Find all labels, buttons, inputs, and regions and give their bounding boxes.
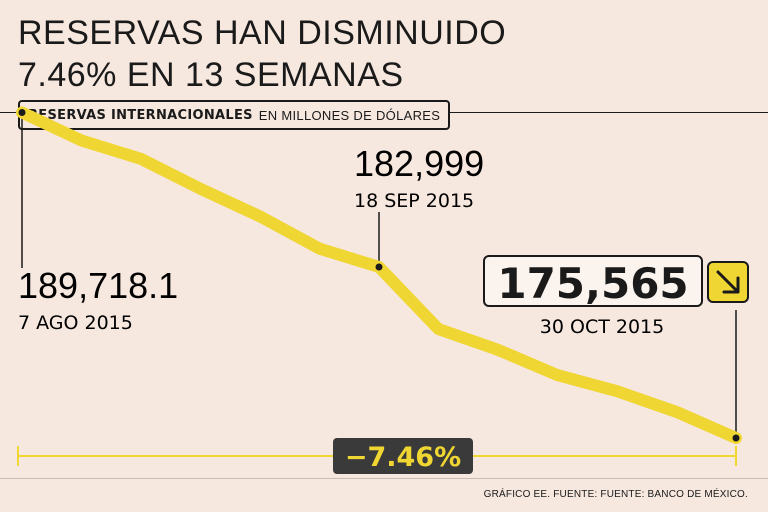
data-point: [732, 434, 740, 442]
subtitle-series-name: RESERVAS INTERNACIONALES: [28, 107, 253, 123]
leader-lines: [21, 112, 737, 439]
annotation-end-value: 175,565: [497, 259, 688, 308]
change-badge: [333, 438, 473, 474]
annotation-start-value: 189,718.1: [18, 265, 178, 306]
chart-subtitle: RESERVAS INTERNACIONALES EN MILLONES DE …: [18, 100, 451, 130]
data-point: [375, 263, 383, 271]
end-value-box: [483, 255, 703, 307]
data-point: [18, 108, 26, 116]
data-points: [18, 108, 740, 442]
annotation-end-date: 30 OCT 2015: [540, 316, 664, 338]
chart-title-line-1: RESERVAS HAN DISMINUIDO: [18, 14, 507, 52]
chart-title: RESERVAS HAN DISMINUIDO 7.46% EN 13 SEMA…: [18, 12, 506, 96]
annotation-mid-date: 18 SEP 2015: [354, 190, 474, 212]
footer-rule: [0, 478, 768, 479]
annotation-mid-value: 182,999: [354, 143, 484, 184]
annotation-start-date: 7 AGO 2015: [18, 312, 133, 334]
chart-title-line-2: 7.46% EN 13 SEMANAS: [18, 56, 404, 94]
subtitle-units: EN MILLONES DE DÓLARES: [258, 107, 441, 123]
arrow-down-right-icon: [707, 261, 749, 303]
source-note: GRÁFICO EE. FUENTE: FUENTE: BANCO DE MÉX…: [483, 489, 748, 500]
change-badge-label: −7.46%: [345, 442, 461, 473]
